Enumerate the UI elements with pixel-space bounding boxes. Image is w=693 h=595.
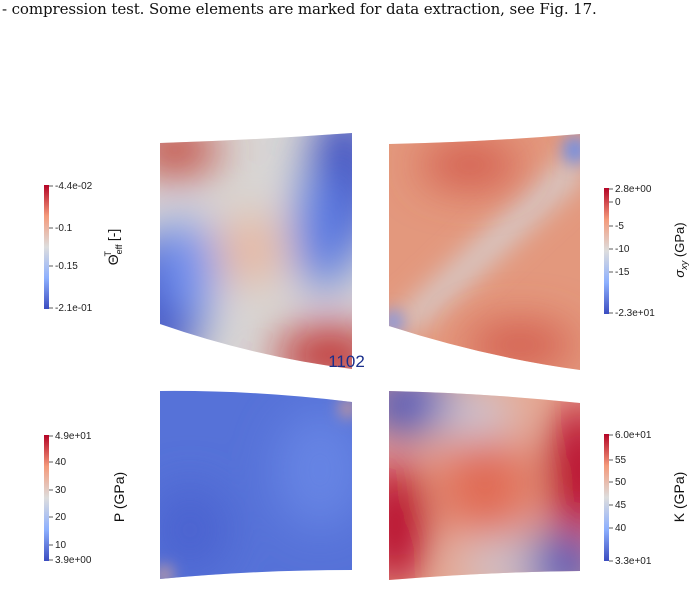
pressure-field-panel xyxy=(160,390,352,579)
sigma-label-symbol: σ xyxy=(672,269,687,278)
bulk-modulus-colorbar: 6.0e+01 55 50 45 40 3.3e+01 K (GPa) xyxy=(604,430,687,567)
bulk-modulus-tick-label: 50 xyxy=(615,477,627,488)
theta-field-panel xyxy=(160,133,352,369)
bulk-modulus-label-text: K (GPa) xyxy=(671,472,687,523)
theta-label-unit: [-] xyxy=(105,229,121,245)
bulk-modulus-tick-label: 55 xyxy=(615,455,627,466)
bulk-modulus-field-panel xyxy=(389,391,580,580)
pressure-tick-label: 40 xyxy=(55,457,67,468)
pressure-tick-label: 10 xyxy=(55,540,67,551)
bulk-modulus-tick-label: 40 xyxy=(615,523,627,534)
sigma-xy-axis-label: σxy (GPa) xyxy=(672,222,689,277)
bulk-modulus-tick-label: 6.0e+01 xyxy=(615,430,652,441)
pressure-tick-label: 3.9e+00 xyxy=(55,555,92,566)
theta-label-subscript: eff xyxy=(114,244,124,254)
sigma-xy-tick-label: -10 xyxy=(615,244,630,255)
theta-label-symbol: Θ xyxy=(105,254,121,265)
sigma-label-unit: (GPa) xyxy=(672,222,687,260)
pressure-axis-label: P (GPa) xyxy=(111,472,127,522)
sigma-xy-tick-label: -2.3e+01 xyxy=(615,308,655,319)
sigma-xy-tick-label: 2.8e+00 xyxy=(615,184,652,195)
theta-tick-label: -2.1e-01 xyxy=(55,303,93,314)
pressure-label-text: P (GPa) xyxy=(111,472,127,522)
svg-text:σxy (GPa): σxy (GPa) xyxy=(672,222,689,277)
pressure-tick-label: 4.9e+01 xyxy=(55,431,92,442)
bulk-modulus-tick-label: 3.3e+01 xyxy=(615,556,652,567)
pressure-tick-label: 30 xyxy=(55,485,67,496)
pressure-tick-label: 20 xyxy=(55,512,67,523)
figure-caption: - compression test. Some elements are ma… xyxy=(2,0,597,18)
bulk-modulus-axis-label: K (GPa) xyxy=(671,472,687,523)
theta-colorbar: -4.4e-02 -0.1 -0.15 -2.1e-01 ΘeffT [-] xyxy=(44,181,124,314)
bulk-modulus-tick-label: 45 xyxy=(615,500,627,511)
sigma-xy-tick-label: -5 xyxy=(615,221,624,232)
center-label: 1102 xyxy=(328,352,365,371)
sigma-label-subscript: xy xyxy=(679,260,689,271)
theta-axis-label: ΘeffT [-] xyxy=(103,229,124,266)
pressure-colorbar: 4.9e+01 40 30 20 10 3.9e+00 P (GPa) xyxy=(44,431,127,566)
sigma-xy-colorbar: 2.8e+00 0 -5 -10 -15 -2.3e+01 σxy (GPa) xyxy=(604,184,689,319)
theta-label-superscript: T xyxy=(103,251,113,257)
sigma-xy-tick-label: -15 xyxy=(615,267,630,278)
theta-tick-label: -4.4e-02 xyxy=(55,181,93,192)
svg-text:ΘeffT [-]: ΘeffT [-] xyxy=(103,229,124,266)
theta-tick-label: -0.1 xyxy=(55,223,73,234)
sigma-xy-field-panel xyxy=(389,134,580,370)
sigma-xy-tick-label: 0 xyxy=(615,197,621,208)
theta-tick-label: -0.15 xyxy=(55,261,78,272)
